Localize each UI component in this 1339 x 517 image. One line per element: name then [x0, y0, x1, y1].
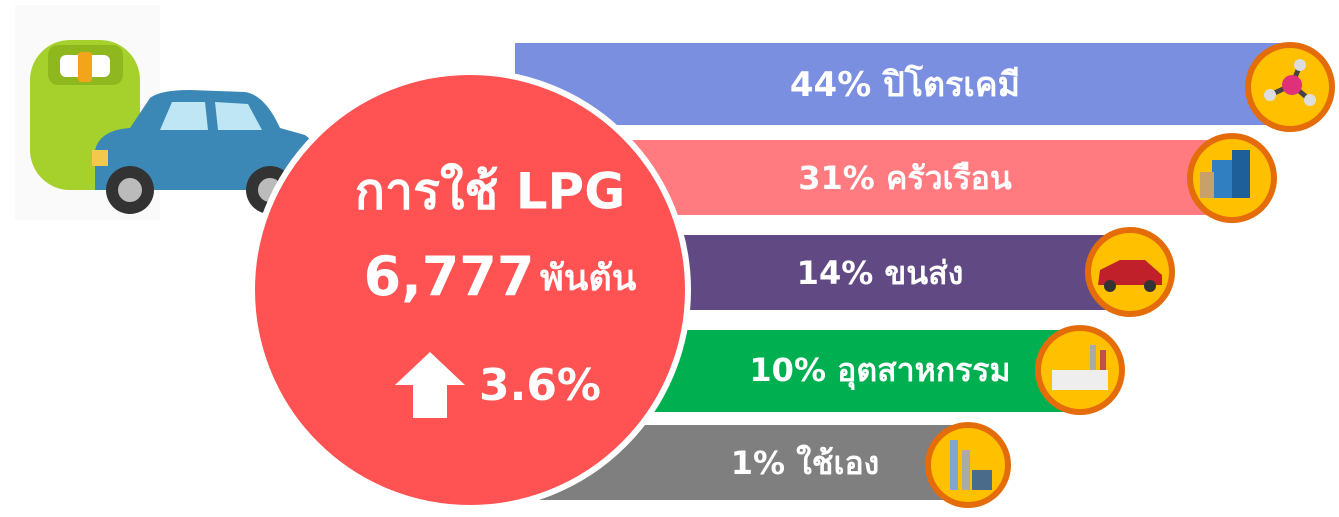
segment-share: 31%	[798, 159, 875, 197]
icon-badge	[1190, 136, 1274, 220]
segment-label: อุตสาหกรรม	[837, 351, 1010, 391]
segment-label: ขนส่ง	[884, 254, 963, 292]
segment-label: ครัวเรือน	[886, 159, 1012, 197]
segment-text: 31% ครัวเรือน	[798, 159, 1012, 197]
summary-unit: พันตัน	[540, 258, 637, 299]
segment-share: 44%	[790, 65, 871, 105]
summary-total: 6,777	[364, 245, 535, 308]
icon-badge	[1248, 45, 1332, 129]
icon-badge	[928, 425, 1008, 505]
segment-text: 14% ขนส่ง	[797, 254, 964, 292]
summary-growth: 3.6%	[479, 360, 601, 411]
infographic: 44% ปิโตรเคมี 31% ครัวเรือน 14% ขนส่ง 10…	[0, 0, 1339, 513]
summary-title: การใช้ LPG	[355, 163, 626, 221]
icon-badge	[1088, 230, 1172, 314]
segment-label: ปิโตรเคมี	[881, 64, 1020, 105]
segment-text: 44% ปิโตรเคมี	[790, 64, 1020, 105]
segment-text: 1% ใช้เอง	[731, 444, 880, 482]
segment-share: 10%	[749, 351, 826, 389]
segment-text: 10% อุตสาหกรรม	[749, 351, 1010, 391]
icon-badge	[1038, 328, 1122, 412]
segment-label: ใช้เอง	[796, 444, 879, 482]
segment-share: 14%	[797, 254, 874, 292]
segment-share: 1%	[731, 444, 785, 482]
